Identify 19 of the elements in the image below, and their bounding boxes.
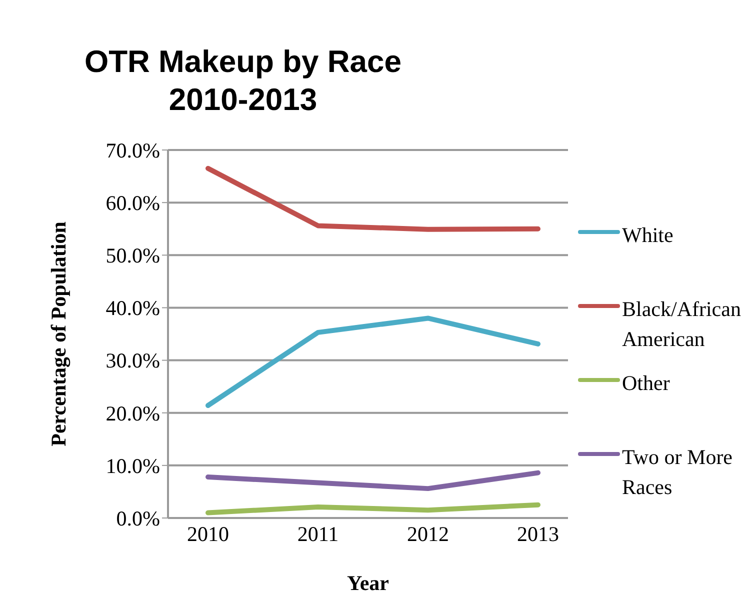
y-tick-label: 50.0% [106,244,160,268]
y-tick-label: 70.0% [106,138,160,162]
y-tick-label: 10.0% [106,454,160,478]
x-axis-title: Year [347,571,389,595]
legend-label: Other [622,370,670,397]
y-axis-title: Percentage of Population [46,221,70,446]
y-tick-label: 60.0% [106,191,160,216]
legend-label: Two or More Races [622,444,734,501]
chart-title: OTR Makeup by Race 2010-2013 [84,43,402,119]
x-tick-label: 2012 [407,522,449,546]
x-tick-label: 2010 [187,522,229,546]
y-tick-label: 30.0% [106,348,160,373]
y-tick-label: 40.0% [106,296,160,320]
legend-label: Black/African American [622,296,741,353]
x-tick-label: 2013 [517,522,559,546]
y-tick-label: 20.0% [106,401,160,426]
y-tick-label: 0.0% [116,506,160,530]
legend-label: White [622,222,674,249]
x-tick-label: 2011 [297,522,339,546]
